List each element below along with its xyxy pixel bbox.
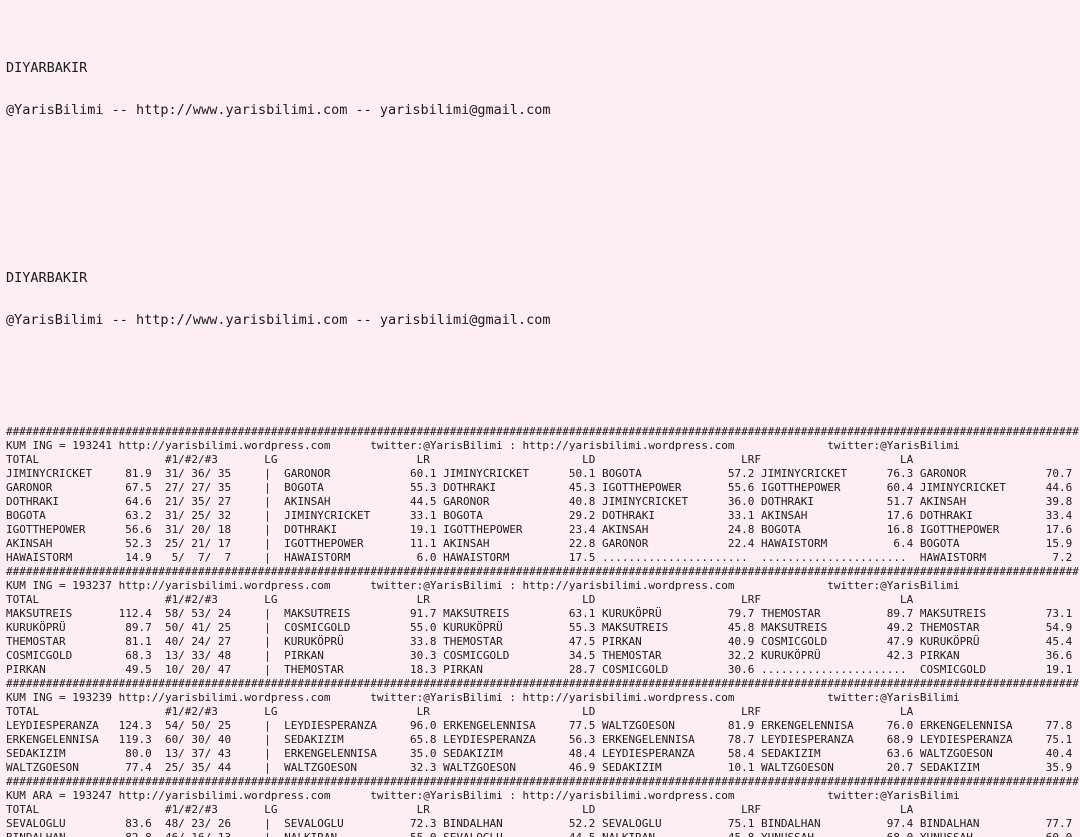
column-header-row: TOTAL #1/#2/#3 LG LR LD LRF LA	[6, 453, 914, 466]
blank-line	[6, 145, 1080, 159]
block-title: KUM ING = 193239 http://yarisbilimi.word…	[6, 691, 960, 704]
table-row: HAWAISTORM 14.9 5/ 7/ 7 | HAWAISTORM 6.0…	[6, 551, 1079, 564]
table-row: WALTZGOESON 77.4 25/ 35/ 44 | WALTZGOESO…	[6, 761, 1079, 774]
separator-line: ########################################…	[6, 565, 1079, 578]
table-row: AKINSAH 52.3 25/ 21/ 17 | IGOTTHEPOWER 1…	[6, 537, 1079, 550]
table-row: SEVALOGLU 83.6 48/ 23/ 26 | SEVALOGLU 72…	[6, 817, 1079, 830]
table-row: ERKENGELENNISA 119.3 60/ 30/ 40 | SEDAKI…	[6, 733, 1079, 746]
table-row: THEMOSTAR 81.1 40/ 24/ 27 | KURUKÖPRÜ 33…	[6, 635, 1079, 648]
table-row: BINDALHAN 82.8 46/ 16/ 13 | NALKIRAN 55.…	[6, 831, 1080, 837]
table-row: LEYDIESPERANZA 124.3 54/ 50/ 25 | LEYDIE…	[6, 719, 1079, 732]
block-title: KUM ING = 193241 http://yarisbilimi.word…	[6, 439, 960, 452]
blank-line	[6, 229, 1080, 243]
report-header: DIYARBAKIR @YarisBilimi -- http://www.ya…	[6, 33, 1080, 397]
separator-line: ########################################…	[6, 775, 1079, 788]
table-row: GARONOR 67.5 27/ 27/ 35 | BOGOTA 55.3 DO…	[6, 481, 1079, 494]
table-row: MAKSUTREIS 112.4 58/ 53/ 24 | MAKSUTREIS…	[6, 607, 1079, 620]
table-row: PIRKAN 49.5 10/ 20/ 47 | THEMOSTAR 18.3 …	[6, 663, 1079, 676]
block-title: KUM ING = 193237 http://yarisbilimi.word…	[6, 579, 960, 592]
blank-line	[6, 355, 1080, 369]
blank-line	[6, 187, 1080, 201]
table-row: COSMICGOLD 68.3 13/ 33/ 48 | PIRKAN 30.3…	[6, 649, 1079, 662]
venue-title: DIYARBAKIR	[6, 60, 88, 76]
table-row: DOTHRAKI 64.6 21/ 35/ 27 | AKINSAH 44.5 …	[6, 495, 1079, 508]
block-title: KUM ARA = 193247 http://yarisbilimi.word…	[6, 789, 960, 802]
byline: @YarisBilimi -- http://www.yarisbilimi.c…	[6, 102, 551, 118]
byline: @YarisBilimi -- http://www.yarisbilimi.c…	[6, 312, 551, 328]
separator-line: ########################################…	[6, 677, 1079, 690]
column-header-row: TOTAL #1/#2/#3 LG LR LD LRF LA	[6, 705, 914, 718]
table-row: KURUKÖPRÜ 89.7 50/ 41/ 25 | COSMICGOLD 5…	[6, 621, 1079, 634]
column-header-row: TOTAL #1/#2/#3 LG LR LD LRF LA	[6, 593, 914, 606]
table-row: BOGOTA 63.2 31/ 25/ 32 | JIMINYCRICKET 3…	[6, 509, 1079, 522]
stats-report: ########################################…	[6, 425, 1080, 837]
table-row: SEDAKIZIM 80.0 13/ 37/ 43 | ERKENGELENNI…	[6, 747, 1079, 760]
venue-title: DIYARBAKIR	[6, 270, 88, 286]
separator-line: ########################################…	[6, 425, 1079, 438]
table-row: JIMINYCRICKET 81.9 31/ 36/ 35 | GARONOR …	[6, 467, 1079, 480]
column-header-row: TOTAL #1/#2/#3 LG LR LD LRF LA	[6, 803, 914, 816]
table-row: IGOTTHEPOWER 56.6 31/ 20/ 18 | DOTHRAKI …	[6, 523, 1079, 536]
